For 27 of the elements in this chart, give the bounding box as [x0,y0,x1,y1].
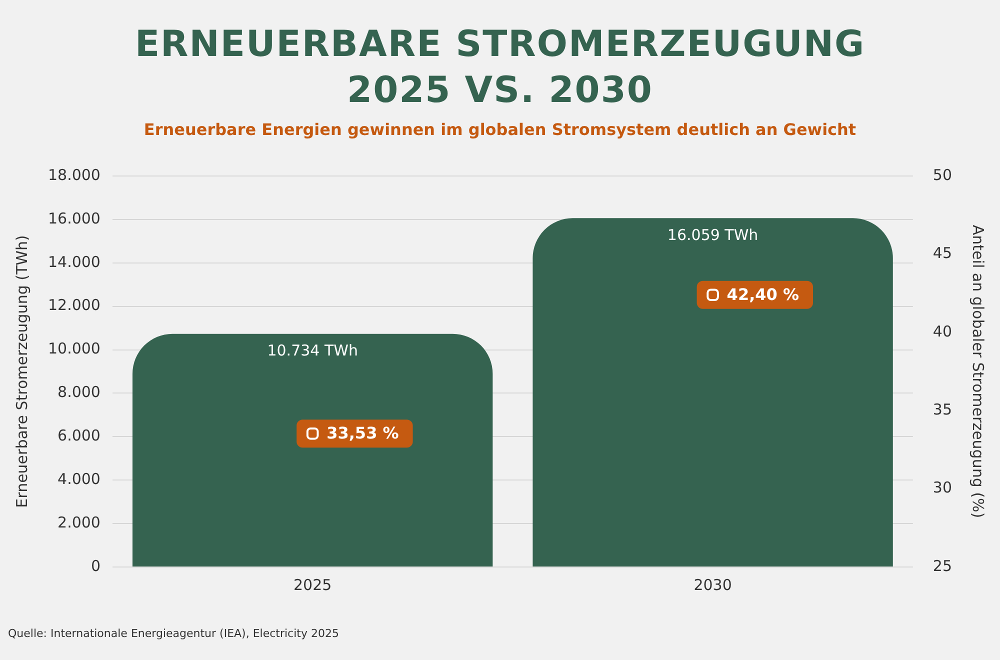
y-tick-label: 6.000 [58,426,100,445]
chart-title: ERNEUERBARE STROMERZEUGUNG 2025 VS. 2030 [134,23,866,113]
y-tick-label: 4.000 [58,470,100,488]
data-label: 16.059 TWh [667,226,758,244]
y-tick-label: 14.000 [48,252,100,271]
y2-tick-label: 30 [932,478,952,497]
y-tick-label: 18.000 [48,166,100,184]
y-tick-label: 12.000 [48,296,100,314]
x-tick-label: 2030 [694,576,732,594]
x-tick-label: 2025 [294,576,332,594]
data-label: 33,53 % [326,424,399,443]
chart-subtitle: Erneuerbare Energien gewinnen im globalen Stromsystem deutlich an Gewicht [142,120,858,139]
y2-axis-title: Anteil an globaler Stromerzeugung (%) [969,224,988,518]
y2-tick-label: 45 [932,244,952,262]
y-tick-label: 2.000 [58,513,100,532]
y2-tick-label: 50 [932,166,952,184]
y-axis-title: Erneuerbare Stromerzeugung (TWh) [12,235,31,508]
y2-tick-label: 35 [932,400,952,418]
y-tick-label: 10.000 [48,340,100,358]
data-label: 42,40 % [726,285,800,304]
y2-tick-label: 25 [932,556,952,575]
y-tick-label: 16.000 [48,209,100,228]
y2-tick-label: 40 [932,322,952,340]
source-note: Quelle: Internationale Energieagentur (IEA), Electricity 2025 [8,627,339,640]
data-label: 10.734 TWh [267,342,358,360]
y-tick-label: 0 [90,556,100,575]
y-tick-label: 8.000 [58,383,100,402]
